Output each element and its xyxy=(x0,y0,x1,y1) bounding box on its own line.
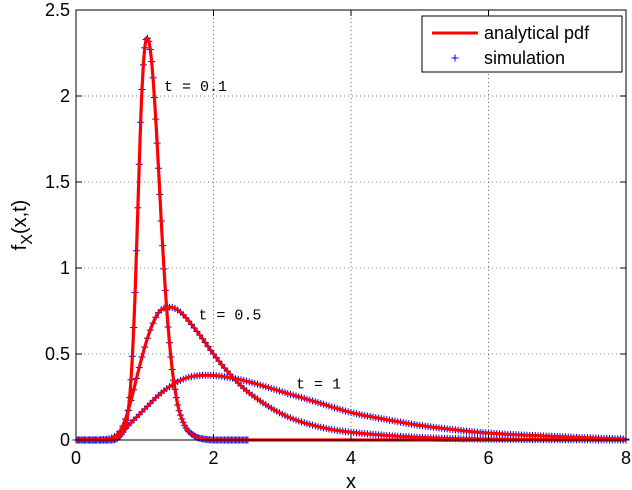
curve-annotation: t = 0.5 xyxy=(198,308,261,325)
curve-annotation: t = 0.1 xyxy=(164,79,227,96)
x-tick-label: 6 xyxy=(483,448,493,468)
x-tick-label: 4 xyxy=(346,448,356,468)
ticks: 0 2 4 6 8 0 0.5 1 1.5 2 2.5 xyxy=(45,0,631,468)
x-tick-label: 2 xyxy=(208,448,218,468)
y-tick-label: 2 xyxy=(60,86,70,106)
curve-annotation: t = 1 xyxy=(296,376,341,393)
legend-label-simulation: simulation xyxy=(484,48,565,68)
legend-plus-sample xyxy=(451,54,459,62)
legend-label-analytical: analytical pdf xyxy=(484,23,590,43)
annotations: t = 0.1 t = 0.5 t = 1 xyxy=(164,79,341,394)
legend-box xyxy=(421,15,623,73)
y-tick-label: 1 xyxy=(60,258,70,278)
y-axis-label: fX(x,t) xyxy=(9,200,36,251)
grid xyxy=(76,10,626,440)
y-tick-label: 1.5 xyxy=(45,172,70,192)
x-axis-label: x xyxy=(346,471,356,490)
y-tick-label: 2.5 xyxy=(45,0,70,20)
analytical-pdf-curve xyxy=(75,373,627,442)
y-tick-label: 0.5 xyxy=(45,344,70,364)
legend: analytical pdf simulation xyxy=(421,15,623,73)
legend-plus-marker xyxy=(451,54,459,62)
x-tick-label: 8 xyxy=(621,448,631,468)
x-tick-label: 0 xyxy=(71,448,81,468)
y-tick-label: 0 xyxy=(60,430,70,450)
